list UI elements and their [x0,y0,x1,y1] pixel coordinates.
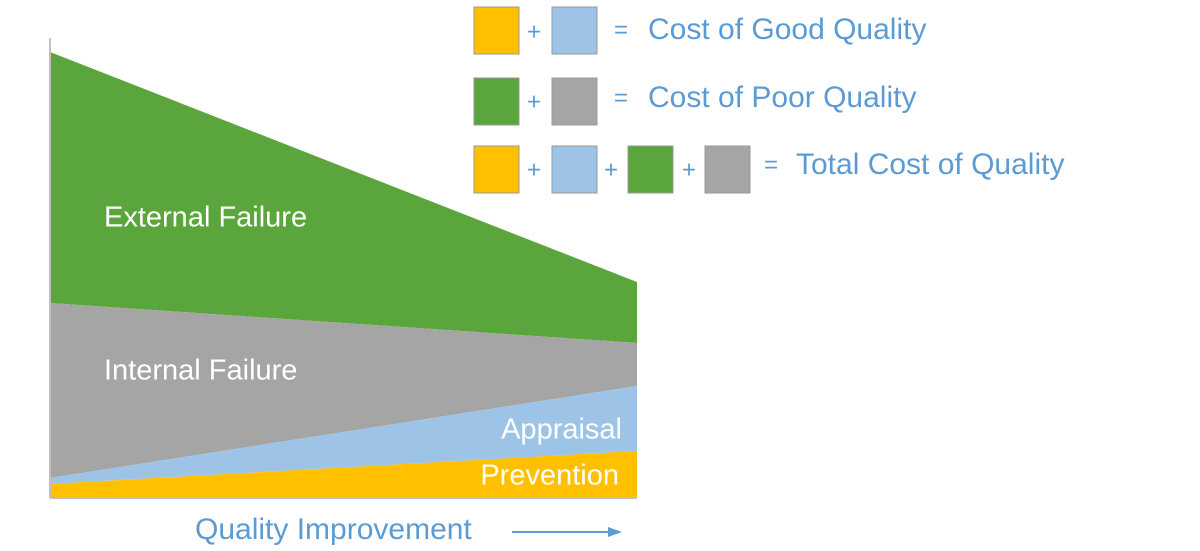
legend-swatch [473,77,520,126]
legend-swatch [473,145,520,194]
arrow-head [608,527,622,537]
legend-swatch [473,6,520,55]
legend-operator: + [527,88,541,115]
area-label: Prevention [480,460,619,492]
area-label: External Failure [104,202,307,234]
external-failure-area [50,52,637,343]
internal-failure-area [50,303,637,478]
legend-operator: + [527,18,541,45]
legend-swatch [627,145,674,194]
legend-label: Cost of Good Quality [648,13,926,46]
legend-swatch [551,77,598,126]
appraisal-area [50,386,637,484]
legend-operator: + [527,156,541,183]
legend-operator: = [614,84,628,111]
legend-swatch [704,145,751,194]
area-label: Appraisal [501,414,622,446]
legend-swatch [551,145,598,194]
legend-operator: = [614,16,628,43]
legend-operator: + [682,156,696,183]
legend-swatch [551,6,598,55]
legend-label: Cost of Poor Quality [648,81,916,114]
legend-label: Total Cost of Quality [796,148,1064,181]
area-label: Internal Failure [104,355,297,387]
prevention-area [50,451,637,498]
legend-operator: + [604,156,618,183]
axis-label: Quality Improvement [195,513,472,546]
legend-operator: = [764,151,778,178]
